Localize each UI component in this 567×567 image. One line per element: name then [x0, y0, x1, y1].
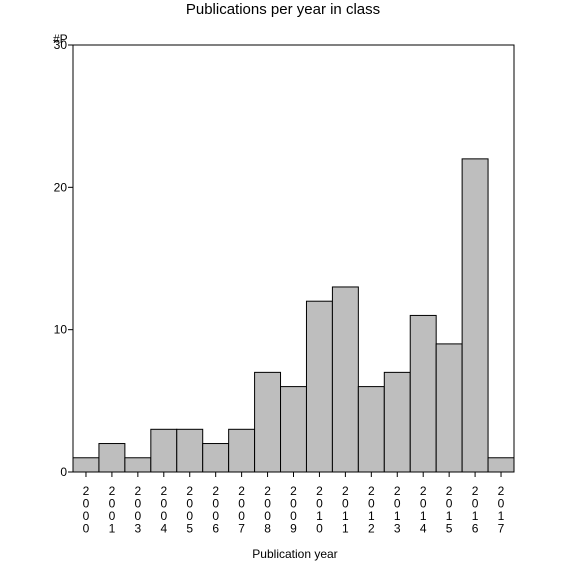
bar-2013	[383, 371, 411, 473]
bar-2011	[331, 286, 359, 473]
y-tick-label: 20	[54, 180, 68, 194]
y-axis: 0 10 20 30	[54, 38, 73, 479]
y-tick-label: 30	[54, 38, 68, 52]
bars-group	[72, 158, 515, 473]
bar-2003	[124, 457, 152, 473]
y-tick-label: 10	[54, 323, 68, 337]
bar-2004	[150, 428, 178, 473]
bar-2014	[409, 314, 437, 473]
x-axis-label: Publication year	[252, 547, 337, 561]
bar-2015	[435, 343, 463, 473]
chart-title: Publications per year in class	[186, 1, 380, 18]
bar-2012	[357, 386, 385, 473]
y-axis-label: #P	[53, 32, 68, 46]
bar-2008	[254, 371, 282, 473]
bar-2005	[176, 428, 204, 473]
bar-2010	[305, 300, 333, 473]
y-tick-label: 0	[60, 465, 67, 479]
plot-frame	[72, 44, 515, 473]
bar-2000	[72, 457, 100, 473]
x-axis: 2 0 0 0 2 0 0 1 2 0 0 3 2 0 0 4 2 0 0 5 2 0 0 6 2 0 0 7 2 0 0 8 2 0 0 9 2 0 1 0…	[83, 472, 505, 536]
bar-2006	[202, 443, 230, 473]
bar-2001	[98, 443, 126, 473]
bar-2017	[487, 457, 515, 473]
bar-2007	[228, 428, 256, 473]
bar-2009	[280, 386, 307, 473]
bar-2016	[461, 158, 489, 473]
